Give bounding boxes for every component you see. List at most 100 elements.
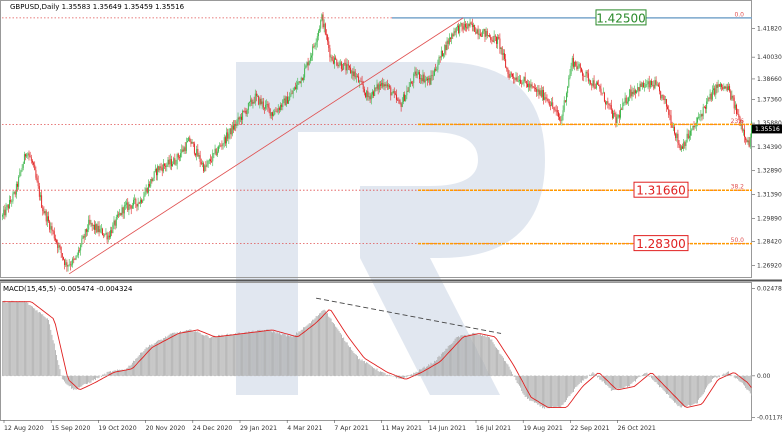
candle-body <box>605 101 607 105</box>
candle-body <box>278 107 280 111</box>
date-tick-label: 19 Aug 2021 <box>523 425 563 432</box>
candle-body <box>379 84 381 86</box>
candle-body <box>128 204 130 211</box>
candle-body <box>622 102 624 110</box>
candle-body <box>506 67 508 70</box>
candle-body <box>745 137 747 141</box>
candle-body <box>493 35 495 42</box>
candle-body <box>721 83 723 88</box>
candle-body <box>656 84 658 86</box>
candle-body <box>652 84 654 86</box>
candle-body <box>334 57 335 64</box>
candle-body <box>288 100 290 104</box>
target-label-box: 1.31660 <box>633 181 689 198</box>
candle-body <box>659 86 661 92</box>
candle-body <box>167 159 169 165</box>
candle-body <box>160 166 162 168</box>
candle-body <box>545 97 547 99</box>
candle-body <box>141 199 143 203</box>
candle-body <box>339 62 341 65</box>
candle-body <box>85 229 87 232</box>
candle-body <box>213 152 215 154</box>
candle-body <box>626 101 628 104</box>
candle-body <box>533 87 535 89</box>
target-label-text: 1.28300 <box>636 237 686 251</box>
candle-body <box>741 124 743 131</box>
candle-body <box>570 65 572 75</box>
candle-body <box>497 36 499 44</box>
candle-body <box>651 80 652 86</box>
macd-signal-line <box>2 301 752 409</box>
candle-body <box>608 103 610 106</box>
fib-level-label: 50.0 <box>731 237 745 244</box>
candle-body <box>401 101 403 107</box>
candle-body <box>113 220 115 225</box>
candle-body <box>315 42 317 46</box>
candle-body <box>378 84 380 90</box>
candle-body <box>445 45 447 51</box>
candle-body <box>391 93 393 96</box>
candle-body <box>146 188 148 193</box>
candle-body <box>527 83 528 88</box>
candle-body <box>104 233 106 236</box>
candle-body <box>71 264 72 266</box>
candle-body <box>184 147 186 152</box>
candle-body <box>742 129 744 131</box>
candle-body <box>513 76 515 79</box>
candle-body <box>491 39 493 41</box>
candle-body <box>587 73 589 82</box>
candle-body <box>661 94 663 99</box>
candle-body <box>620 109 621 118</box>
candle-body <box>394 93 396 95</box>
candle-body <box>133 199 134 206</box>
candle-body <box>711 90 713 100</box>
candle-body <box>629 89 631 98</box>
candle-body <box>80 245 82 251</box>
candle-body <box>451 34 453 39</box>
candle-body <box>610 105 612 111</box>
candle-body <box>727 86 729 90</box>
candle-body <box>461 23 463 27</box>
candle-body <box>388 85 389 87</box>
candle-body <box>602 92 604 94</box>
candle-body <box>259 98 261 105</box>
candle-body <box>67 265 69 267</box>
candle-body <box>500 47 502 50</box>
candle-body <box>243 110 245 112</box>
macd-tick-label: -0.011787 <box>757 414 782 421</box>
candle-body <box>521 83 523 85</box>
candle-body <box>649 80 651 88</box>
candle-body <box>312 46 314 56</box>
candle-body <box>5 206 7 216</box>
candle-body <box>467 23 469 29</box>
candle-body <box>172 164 174 167</box>
candle-body <box>49 221 51 230</box>
candle-body <box>340 62 342 69</box>
candle-body <box>442 50 443 57</box>
candle-body <box>509 73 511 78</box>
date-tick-label: 24 Dec 2020 <box>193 425 233 432</box>
candle-body <box>558 112 559 117</box>
candle-body <box>430 75 432 85</box>
candle-body <box>36 177 38 182</box>
candle-body <box>707 98 709 102</box>
candle-body <box>723 86 725 89</box>
candle-body <box>617 114 619 118</box>
candle-body <box>60 247 62 254</box>
candle-body <box>181 149 183 154</box>
candle-body <box>696 117 698 123</box>
candle-body <box>694 125 696 128</box>
candle-body <box>384 84 386 87</box>
candle-body <box>143 196 145 201</box>
candle-body <box>375 87 377 89</box>
date-tick-label: 26 Oct 2021 <box>618 425 656 432</box>
candle-body <box>365 92 366 98</box>
candle-body <box>136 203 138 207</box>
candle-body <box>321 14 323 21</box>
candle-body <box>74 259 76 260</box>
candle-body <box>276 111 278 112</box>
candle-body <box>614 113 616 115</box>
candle-body <box>522 82 524 84</box>
candle-body <box>684 142 686 146</box>
candle-body <box>518 79 520 82</box>
